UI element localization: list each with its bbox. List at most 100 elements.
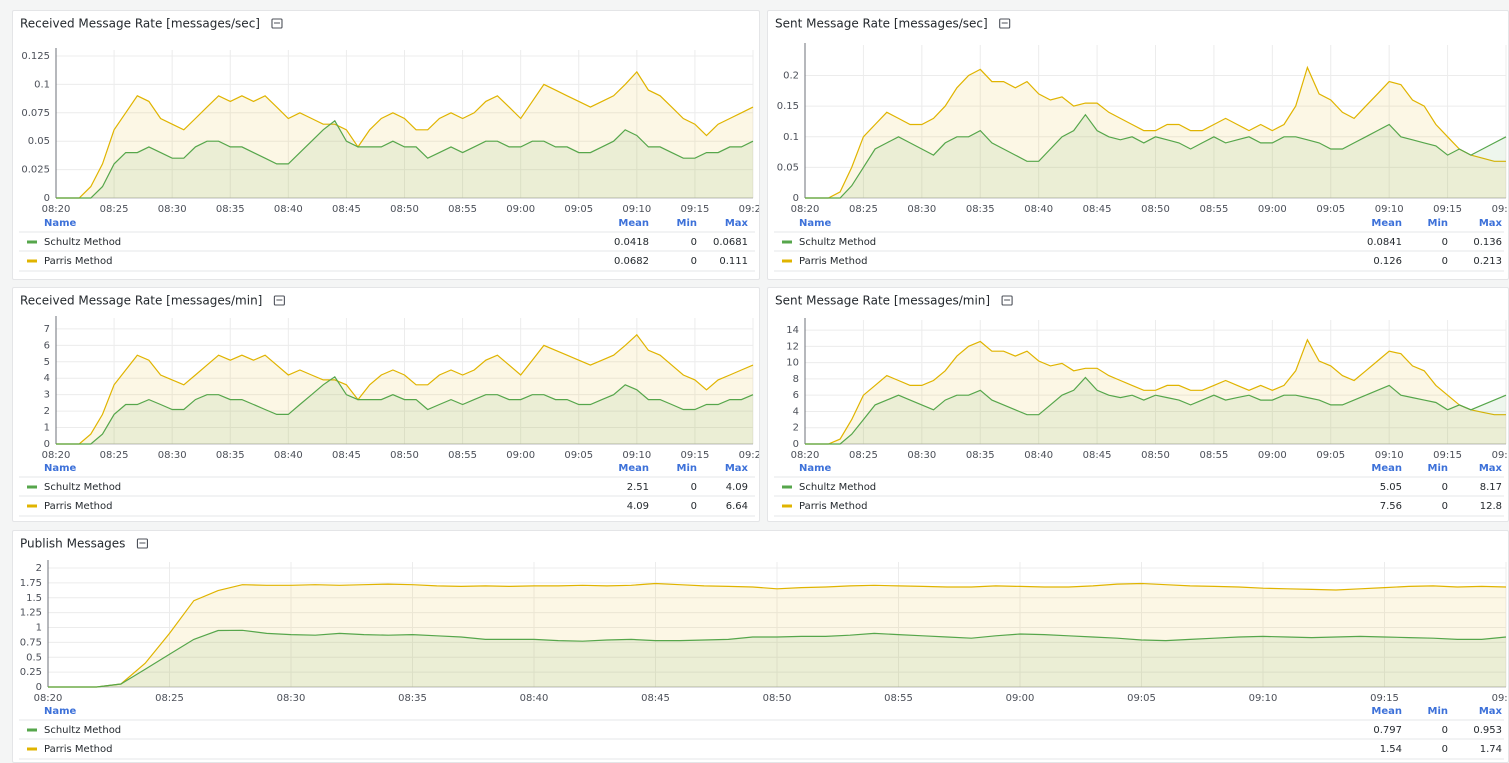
- x-tick-label: 08:20: [34, 693, 63, 704]
- y-tick-label: 0.1: [783, 132, 799, 143]
- legend-name: Schultz Method: [44, 237, 121, 248]
- x-tick-label: 08:55: [448, 204, 477, 215]
- x-tick-label: 09:05: [1316, 204, 1345, 215]
- legend-header: Mean: [1371, 463, 1402, 474]
- legend-mean: 4.09: [627, 501, 649, 512]
- legend-header: Mean: [618, 463, 649, 474]
- x-tick-label: 09:20: [1492, 693, 1509, 704]
- x-tick-label: 09:10: [622, 204, 651, 215]
- y-tick-label: 1: [36, 623, 42, 634]
- x-tick-label: 08:35: [966, 450, 995, 461]
- x-tick-label: 08:55: [1200, 204, 1229, 215]
- series-area: [56, 334, 753, 444]
- legend-header: Mean: [1371, 218, 1402, 229]
- legend-mean: 1.54: [1380, 744, 1402, 755]
- panel-icon: [273, 295, 285, 306]
- y-tick-label: 1.25: [20, 608, 42, 619]
- x-tick-label: 08:45: [1083, 450, 1112, 461]
- legend-min: 0: [1442, 482, 1448, 493]
- legend-name: Parris Method: [44, 744, 112, 755]
- y-tick-label: 6: [44, 340, 50, 351]
- legend-mean: 0.0841: [1367, 237, 1402, 248]
- legend-max: 12.8: [1480, 501, 1502, 512]
- legend-min: 0: [1442, 501, 1448, 512]
- x-tick-label: 08:45: [641, 693, 670, 704]
- legend-name: Schultz Method: [799, 482, 876, 493]
- legend-header: Min: [1428, 706, 1449, 717]
- x-tick-label: 08:20: [791, 204, 820, 215]
- legend-min: 0: [1442, 725, 1448, 736]
- y-tick-label: 2: [36, 563, 42, 574]
- series-line: [805, 65, 1506, 199]
- y-tick-label: 0.15: [777, 101, 799, 112]
- legend-max: 8.17: [1480, 482, 1502, 493]
- legend-header: Mean: [1371, 706, 1402, 717]
- series-line: [56, 375, 754, 445]
- x-tick-label: 08:30: [277, 693, 306, 704]
- panel-title: Publish Messages: [20, 537, 125, 551]
- x-tick-label: 08:25: [100, 450, 129, 461]
- x-tick-label: 08:45: [1083, 204, 1112, 215]
- x-tick-label: 08:25: [849, 204, 878, 215]
- y-tick-label: 5: [44, 357, 50, 368]
- legend-min: 0: [691, 256, 697, 267]
- y-tick-label: 0.75: [20, 637, 42, 648]
- x-tick-label: 09:15: [1433, 204, 1462, 215]
- y-tick-label: 3: [44, 390, 50, 401]
- y-tick-label: 0.25: [20, 667, 42, 678]
- series-line: [56, 70, 754, 199]
- panel: Sent Message Rate [messages/min] 0 2 4 6 8 10 1…: [767, 287, 1509, 522]
- legend-header: Name: [44, 706, 77, 717]
- legend-header: Max: [1479, 218, 1503, 229]
- legend-min: 0: [691, 501, 697, 512]
- legend-header: Name: [44, 218, 77, 229]
- y-tick-label: 0.025: [21, 165, 50, 176]
- series-area: [805, 377, 1506, 444]
- x-tick-label: 09:15: [681, 204, 710, 215]
- series-line: [48, 582, 1507, 688]
- series-line: [805, 113, 1507, 199]
- legend-header: Name: [44, 463, 77, 474]
- panel: Received Message Rate [messages/min] 0 1 2 3…: [12, 287, 760, 522]
- x-tick-label: 08:40: [274, 204, 303, 215]
- legend-header: Name: [799, 218, 832, 229]
- legend-min: 0: [1442, 237, 1448, 248]
- legend-header: Max: [725, 218, 749, 229]
- x-tick-label: 08:50: [390, 450, 419, 461]
- y-tick-label: 4: [44, 373, 50, 384]
- panel-icon: [271, 18, 283, 29]
- legend-max: 1.74: [1480, 744, 1502, 755]
- x-tick-label: 09:20: [1492, 450, 1509, 461]
- x-tick-label: 08:35: [966, 204, 995, 215]
- legend-mean: 0.126: [1373, 256, 1402, 267]
- x-tick-label: 08:45: [332, 450, 361, 461]
- legend-name: Parris Method: [44, 501, 112, 512]
- legend-min: 0: [1442, 744, 1448, 755]
- legend-max: 0.213: [1473, 256, 1502, 267]
- y-tick-label: 0.05: [28, 136, 50, 147]
- legend-mean: 7.56: [1380, 501, 1402, 512]
- y-tick-label: 10: [786, 358, 799, 369]
- panel-icon: [136, 538, 148, 549]
- x-tick-label: 08:50: [763, 693, 792, 704]
- y-tick-label: 0.05: [777, 162, 799, 173]
- x-tick-label: 08:55: [448, 450, 477, 461]
- series-area: [48, 583, 1506, 687]
- legend-name: Schultz Method: [44, 482, 121, 493]
- legend-mean: 0.0682: [614, 256, 649, 267]
- x-tick-label: 08:30: [158, 204, 187, 215]
- legend-name: Parris Method: [799, 256, 867, 267]
- series-area: [48, 630, 1506, 687]
- legend-max: 4.09: [726, 482, 748, 493]
- x-tick-label: 09:10: [1375, 450, 1404, 461]
- legend-max: 0.111: [719, 256, 748, 267]
- legend-max: 0.953: [1473, 725, 1502, 736]
- x-tick-label: 08:25: [100, 204, 129, 215]
- legend-header: Min: [1428, 218, 1449, 229]
- legend-header: Min: [677, 463, 698, 474]
- panel-title: Sent Message Rate [messages/min]: [775, 294, 990, 308]
- x-tick-label: 08:20: [42, 450, 71, 461]
- y-tick-label: 8: [793, 374, 799, 385]
- x-tick-label: 09:05: [564, 204, 593, 215]
